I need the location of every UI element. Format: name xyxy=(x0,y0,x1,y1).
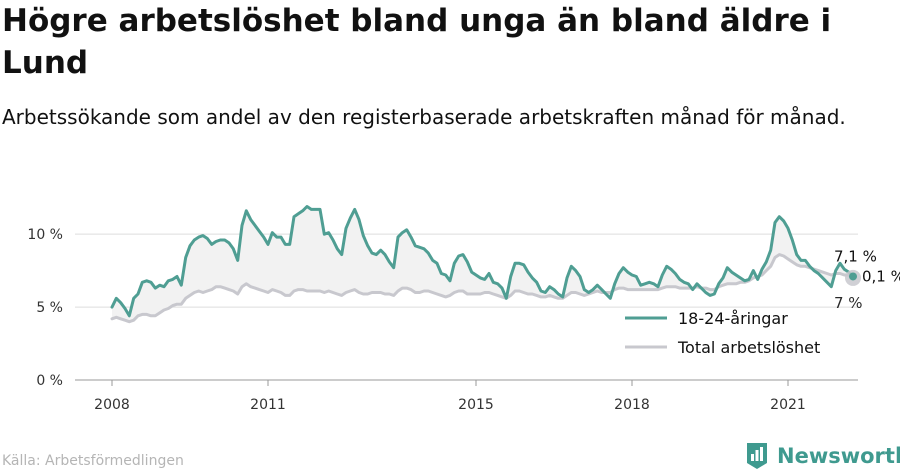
x-tick-label: 2011 xyxy=(250,397,286,413)
annotation-youth-value: 7,1 % xyxy=(834,247,877,265)
x-tick-label: 2021 xyxy=(770,397,806,413)
brand-name: Newsworthy xyxy=(777,444,900,468)
end-marker-youth xyxy=(849,272,857,281)
y-tick-label: 5 % xyxy=(36,300,63,316)
legend-label-total: Total arbetslöshet xyxy=(677,338,820,357)
legend-label-youth: 18-24-åringar xyxy=(678,309,788,328)
newsworthy-logo-icon xyxy=(747,443,767,469)
series-line-total xyxy=(110,253,855,324)
chart-title: Högre arbetslöshet bland unga än bland ä… xyxy=(2,3,832,81)
brand: Newsworthy xyxy=(745,440,900,472)
series-line-youth xyxy=(110,205,855,318)
source-text: Källa: Arbetsförmedlingen xyxy=(2,453,184,469)
x-tick-label: 2008 xyxy=(94,397,130,413)
y-tick-label: 0 % xyxy=(36,373,63,389)
chart-subtitle: Arbetssökande som andel av den registerb… xyxy=(2,105,846,129)
annotation-difference: 0,1 % xyxy=(862,267,900,285)
gap-area xyxy=(112,206,853,322)
y-tick-label: 10 % xyxy=(27,227,63,243)
x-tick-label: 2018 xyxy=(614,397,650,413)
x-tick-label: 2015 xyxy=(458,397,494,413)
annotation-total-value: 7 % xyxy=(834,294,863,312)
